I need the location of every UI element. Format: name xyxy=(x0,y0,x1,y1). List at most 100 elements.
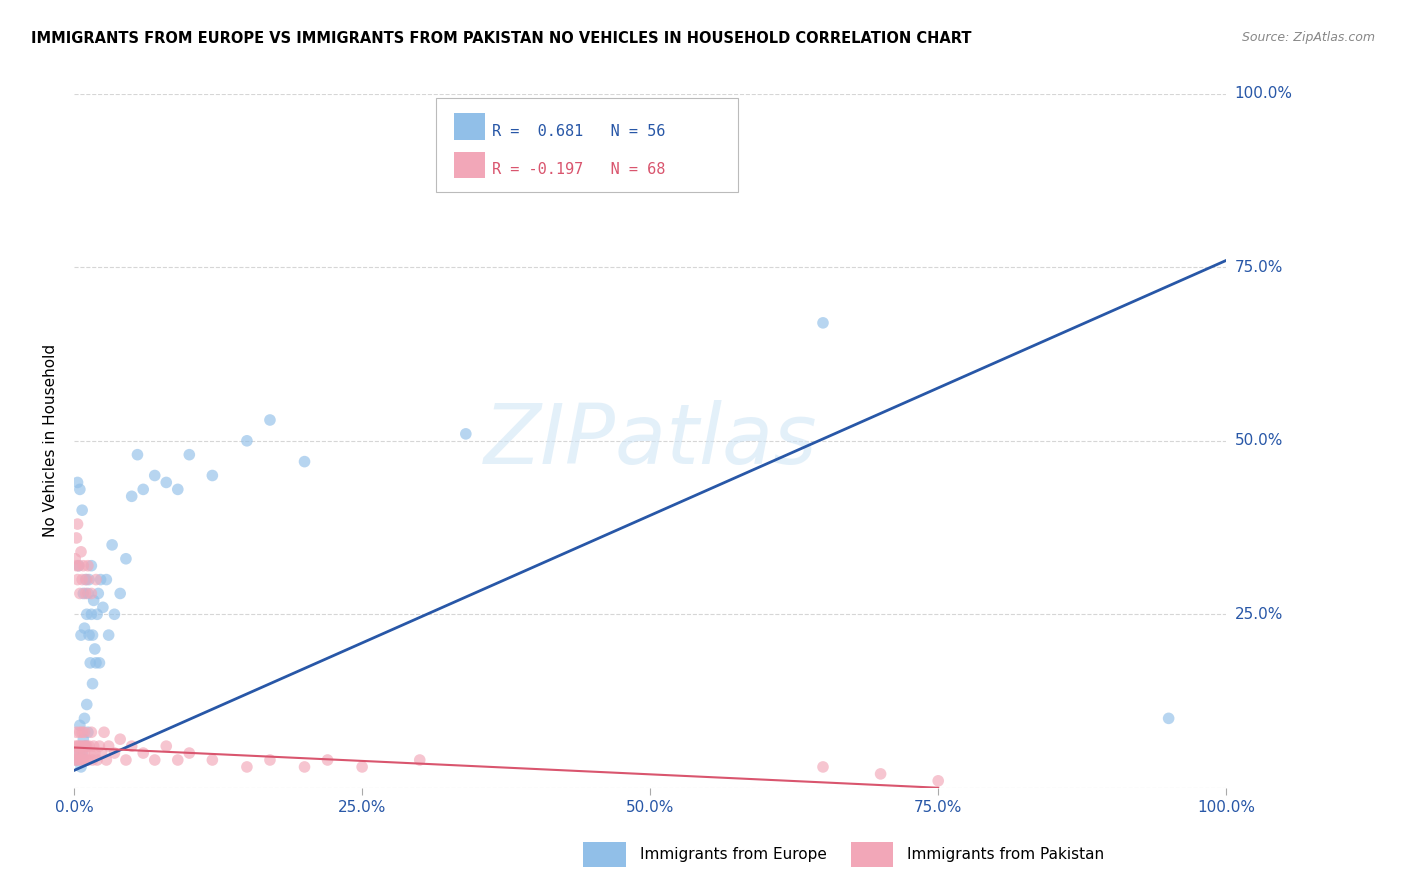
Point xyxy=(811,316,834,330)
Point xyxy=(77,558,100,573)
Point xyxy=(294,455,316,469)
Point xyxy=(65,531,87,545)
Point xyxy=(70,739,93,753)
Text: R = -0.197   N = 68: R = -0.197 N = 68 xyxy=(492,162,665,178)
Text: 75.0%: 75.0% xyxy=(1234,260,1282,275)
Point xyxy=(76,573,98,587)
Point xyxy=(67,558,90,573)
Point xyxy=(70,573,93,587)
Point xyxy=(80,586,103,600)
Point xyxy=(70,628,93,642)
Point xyxy=(143,468,166,483)
Point xyxy=(89,656,111,670)
Point xyxy=(179,448,201,462)
Point xyxy=(80,725,103,739)
Point xyxy=(77,739,100,753)
Point xyxy=(96,753,118,767)
Point xyxy=(70,503,93,517)
Point xyxy=(75,573,97,587)
Text: 50.0%: 50.0% xyxy=(1234,434,1282,449)
Point xyxy=(65,753,87,767)
Point xyxy=(70,746,93,760)
Point xyxy=(79,746,101,760)
Point xyxy=(67,746,90,760)
Point xyxy=(127,448,149,462)
Point xyxy=(82,753,104,767)
Point xyxy=(96,573,118,587)
Point xyxy=(77,586,100,600)
Point xyxy=(72,732,94,747)
Point xyxy=(75,586,97,600)
Point xyxy=(69,718,91,732)
Point xyxy=(811,760,834,774)
Point xyxy=(76,698,98,712)
Point xyxy=(87,586,110,600)
Point xyxy=(65,753,87,767)
Point xyxy=(73,621,96,635)
Point xyxy=(84,573,107,587)
Point xyxy=(316,753,339,767)
Point xyxy=(86,753,108,767)
Point xyxy=(294,760,316,774)
Point xyxy=(201,468,224,483)
Point xyxy=(115,753,138,767)
Text: 25.0%: 25.0% xyxy=(1234,607,1282,622)
Point xyxy=(101,538,124,552)
Point xyxy=(83,746,105,760)
Point xyxy=(454,426,477,441)
Point xyxy=(69,483,91,497)
Point xyxy=(166,753,188,767)
Point xyxy=(201,753,224,767)
Point xyxy=(66,746,89,760)
Point xyxy=(69,725,91,739)
Point xyxy=(72,739,94,753)
Point xyxy=(83,642,105,657)
Point xyxy=(66,517,89,532)
Point xyxy=(103,746,125,760)
Point xyxy=(179,746,201,760)
Point xyxy=(66,739,89,753)
Point xyxy=(143,753,166,767)
Point xyxy=(93,725,115,739)
Point xyxy=(259,413,281,427)
Point xyxy=(97,739,120,753)
Point xyxy=(65,725,87,739)
Point xyxy=(77,753,100,767)
Point xyxy=(65,558,87,573)
Point xyxy=(115,551,138,566)
Point xyxy=(67,558,90,573)
Point xyxy=(73,725,96,739)
Point xyxy=(82,676,104,690)
Point xyxy=(70,545,93,559)
Point xyxy=(86,607,108,622)
Point xyxy=(84,656,107,670)
Point xyxy=(83,593,105,607)
Y-axis label: No Vehicles in Household: No Vehicles in Household xyxy=(44,344,58,537)
Point xyxy=(103,607,125,622)
Point xyxy=(132,483,155,497)
Point xyxy=(69,753,91,767)
Point xyxy=(65,753,87,767)
Point xyxy=(108,586,131,600)
Point xyxy=(80,558,103,573)
Point xyxy=(76,607,98,622)
Point xyxy=(75,753,97,767)
Point xyxy=(70,753,93,767)
Point xyxy=(73,746,96,760)
Point xyxy=(72,753,94,767)
Text: Source: ZipAtlas.com: Source: ZipAtlas.com xyxy=(1241,31,1375,45)
Point xyxy=(70,760,93,774)
Point xyxy=(75,739,97,753)
Point xyxy=(90,573,112,587)
Point xyxy=(69,586,91,600)
Point xyxy=(352,760,374,774)
Text: 100.0%: 100.0% xyxy=(1234,87,1292,102)
Point xyxy=(89,739,111,753)
Point xyxy=(121,489,143,503)
Point xyxy=(869,767,891,781)
Point xyxy=(79,656,101,670)
Point xyxy=(73,711,96,725)
Point xyxy=(108,732,131,747)
Point xyxy=(155,739,177,753)
Point xyxy=(409,753,432,767)
